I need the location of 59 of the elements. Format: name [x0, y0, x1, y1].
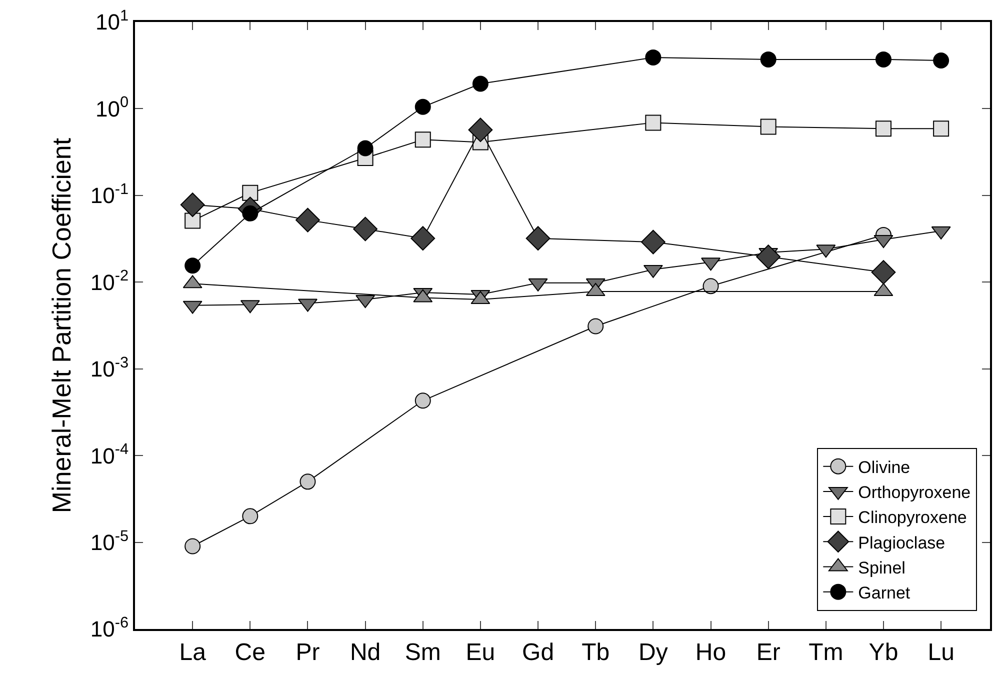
- x-tick-label: Yb: [868, 638, 898, 666]
- legend-label: Orthopyroxene: [858, 483, 971, 502]
- x-tick-label: Ce: [234, 638, 266, 666]
- point: [875, 120, 892, 137]
- x-tick-label: Sm: [404, 638, 441, 666]
- point: [588, 318, 604, 334]
- point: [242, 508, 258, 524]
- point: [933, 120, 950, 137]
- y-tick-label: 10$^{-6}$: [90, 614, 129, 642]
- point: [353, 216, 378, 242]
- point: [645, 114, 662, 131]
- legend-label: Clinopyroxene: [858, 508, 967, 528]
- y-tick-label: 10$^{-4}$: [90, 441, 130, 468]
- point: [242, 184, 258, 201]
- x-tick-label: La: [179, 638, 207, 666]
- y-tick-label: 10$^{1}$: [96, 7, 129, 35]
- point: [645, 49, 662, 66]
- point: [300, 474, 316, 490]
- point: [184, 538, 201, 554]
- legend-label: Garnet: [858, 583, 910, 602]
- point: [180, 192, 205, 217]
- point: [184, 258, 201, 274]
- point: [414, 132, 431, 148]
- point: [410, 226, 436, 251]
- point: [760, 51, 776, 68]
- point: [472, 76, 488, 92]
- y-tick-label: 10$^{-1}$: [90, 180, 129, 208]
- legend-label: Plagioclase: [858, 533, 946, 552]
- y-tick-label: 10$^{-3}$: [90, 354, 129, 382]
- point: [933, 52, 950, 68]
- x-tick-label: Ho: [695, 638, 726, 666]
- point: [526, 226, 550, 251]
- x-tick-label: Tb: [582, 638, 610, 666]
- point: [875, 51, 892, 68]
- point: [760, 118, 776, 135]
- point: [414, 98, 431, 115]
- legend-label: Spinel: [858, 558, 906, 578]
- point: [357, 140, 374, 156]
- x-tick-label: Er: [756, 638, 780, 666]
- legend-label: Olivine: [858, 458, 910, 477]
- x-tick-label: Dy: [638, 638, 668, 666]
- x-tick-label: Tm: [808, 638, 844, 666]
- y-tick-label: 10$^{-5}$: [90, 528, 129, 555]
- x-tick-label: Nd: [350, 638, 381, 666]
- y-axis-title: Mineral-Melt Partition Coefficient: [46, 137, 76, 514]
- point: [414, 392, 431, 409]
- x-tick-label: Gd: [522, 638, 554, 666]
- x-tick-label: Lu: [928, 638, 954, 666]
- point: [296, 208, 320, 232]
- point: [756, 244, 781, 269]
- point: [871, 260, 896, 284]
- point: [468, 118, 493, 142]
- y-tick-label: 10$^{-2}$: [90, 268, 129, 295]
- x-tick-label: Eu: [466, 638, 496, 666]
- point: [702, 278, 719, 294]
- point: [640, 230, 666, 254]
- x-tick-label: Pr: [296, 638, 320, 666]
- point: [184, 212, 201, 229]
- y-tick-label: 10$^{0}$: [96, 94, 129, 122]
